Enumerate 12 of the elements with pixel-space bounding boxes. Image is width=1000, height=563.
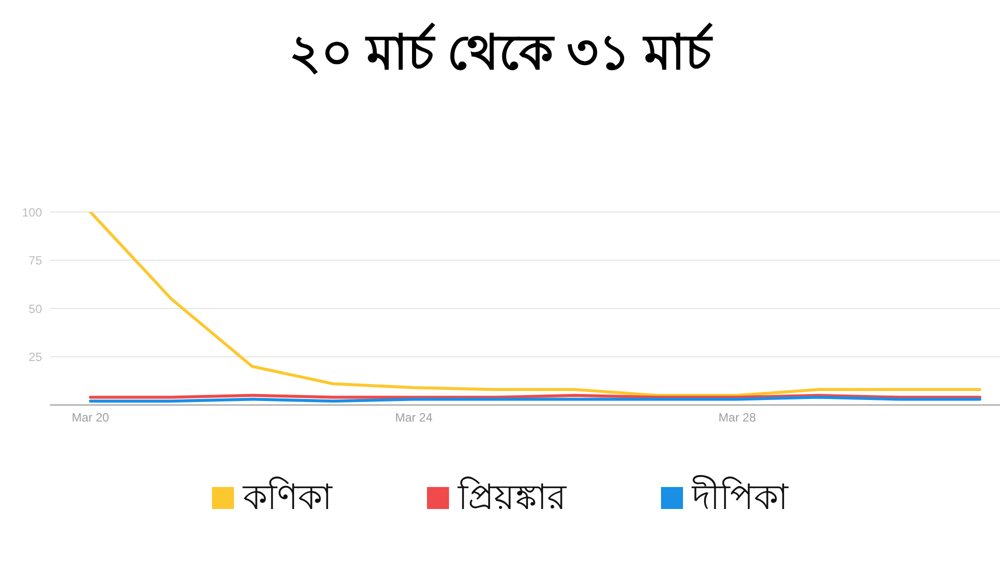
legend-label: কণিকা	[243, 476, 332, 518]
x-tick-label: Mar 20	[72, 410, 110, 425]
y-tick-label: 50	[28, 302, 42, 316]
y-tick-label: 25	[28, 350, 42, 364]
line-series	[88, 212, 982, 397]
y-tick-label: 75	[28, 254, 42, 268]
y-tick-label: 100	[22, 205, 42, 220]
x-tick-label: Mar 24	[395, 410, 433, 425]
legend-label: দীপিকা	[692, 474, 788, 518]
x-tick-label: Mar 28	[718, 410, 756, 425]
legend-label: প্রিয়ঙ্কার	[458, 476, 566, 518]
chart-title: ২০ মার্চ থেকে ৩১ মার্চ	[288, 22, 714, 82]
